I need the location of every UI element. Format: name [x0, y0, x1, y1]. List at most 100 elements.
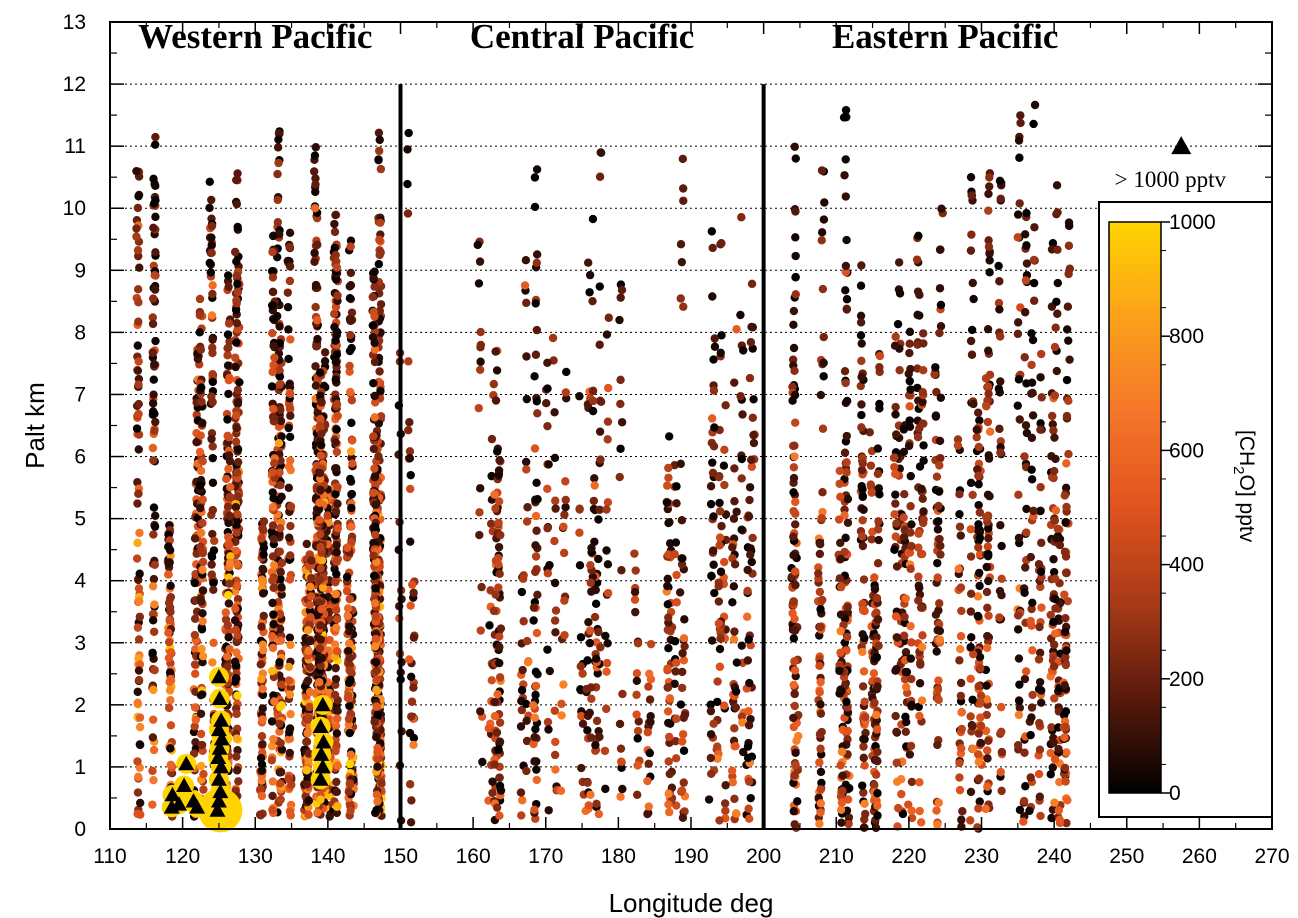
- data-point: [985, 182, 994, 191]
- data-point: [968, 721, 977, 731]
- data-point: [332, 777, 341, 787]
- data-point: [791, 251, 800, 261]
- data-point: [405, 454, 415, 463]
- data-point: [984, 189, 993, 199]
- data-point: [907, 638, 916, 647]
- data-point: [347, 503, 356, 513]
- data-point: [966, 525, 976, 534]
- data-point: [257, 622, 266, 631]
- data-point: [372, 702, 381, 711]
- data-point: [906, 564, 915, 574]
- data-point: [233, 279, 242, 289]
- data-point: [284, 774, 293, 784]
- data-point: [1063, 302, 1073, 311]
- data-point: [1030, 223, 1039, 232]
- data-point: [905, 402, 914, 411]
- data-point: [370, 267, 379, 276]
- data-point: [165, 686, 175, 695]
- data-point: [259, 550, 268, 559]
- data-point: [906, 471, 915, 481]
- data-point: [305, 663, 315, 672]
- data-point: [284, 662, 294, 672]
- data-point: [743, 586, 752, 596]
- data-point: [409, 740, 418, 750]
- data-point: [676, 240, 686, 249]
- data-point: [836, 626, 845, 636]
- data-point: [316, 542, 325, 552]
- data-point: [603, 417, 613, 426]
- data-point: [919, 456, 928, 465]
- data-point: [575, 392, 584, 401]
- data-point: [522, 298, 531, 308]
- data-point: [791, 154, 800, 163]
- data-point: [893, 777, 902, 786]
- data-point: [955, 773, 964, 782]
- data-point: [715, 498, 724, 508]
- data-point: [258, 577, 268, 587]
- data-point: [151, 336, 160, 346]
- data-point: [207, 311, 217, 320]
- data-point: [286, 502, 296, 511]
- data-point: [835, 666, 844, 676]
- data-point: [274, 129, 284, 138]
- data-point: [134, 445, 143, 454]
- data-point: [633, 639, 643, 648]
- data-point: [1029, 278, 1039, 288]
- data-point: [995, 277, 1004, 286]
- data-point: [268, 576, 277, 585]
- data-point: [936, 541, 945, 550]
- data-point: [816, 677, 825, 687]
- data-point: [815, 540, 825, 549]
- data-point: [1053, 524, 1062, 534]
- data-point: [840, 366, 850, 376]
- data-point: [368, 292, 377, 302]
- data-point: [148, 319, 158, 329]
- data-point: [901, 727, 911, 737]
- y-tick-label: 7: [74, 383, 86, 406]
- data-point: [891, 410, 900, 419]
- data-point: [473, 240, 482, 250]
- y-tick-label: 1: [74, 756, 86, 779]
- data-point: [997, 786, 1006, 796]
- data-point: [304, 810, 313, 819]
- data-point: [548, 333, 558, 343]
- data-point: [934, 517, 943, 526]
- data-point: [914, 231, 923, 241]
- data-point: [720, 445, 729, 455]
- data-point: [719, 701, 729, 710]
- data-point: [747, 462, 757, 471]
- data-point: [342, 586, 352, 596]
- data-point: [148, 294, 158, 303]
- data-point: [224, 464, 233, 474]
- data-point: [196, 466, 206, 476]
- data-point: [841, 155, 850, 164]
- data-point: [664, 613, 673, 622]
- data-point: [974, 774, 984, 783]
- data-point: [207, 560, 216, 569]
- data-point: [150, 409, 159, 419]
- data-point: [190, 722, 199, 731]
- data-point: [134, 489, 143, 499]
- data-point: [405, 655, 414, 664]
- data-point: [934, 501, 943, 511]
- data-point: [495, 642, 504, 652]
- data-point: [369, 488, 378, 497]
- data-point: [966, 787, 976, 797]
- data-point: [1053, 245, 1062, 254]
- data-point: [917, 549, 927, 559]
- data-point: [670, 679, 679, 689]
- data-point: [407, 697, 417, 706]
- data-point: [331, 375, 340, 384]
- data-point: [209, 546, 219, 555]
- data-point: [256, 660, 265, 669]
- data-point: [371, 398, 380, 407]
- data-point: [149, 456, 158, 465]
- data-point: [645, 669, 654, 679]
- data-point: [316, 621, 325, 630]
- data-point: [932, 647, 941, 656]
- data-point: [316, 391, 325, 401]
- data-point: [836, 648, 845, 657]
- data-point: [562, 367, 571, 377]
- data-point: [1036, 483, 1045, 492]
- data-point: [370, 391, 379, 401]
